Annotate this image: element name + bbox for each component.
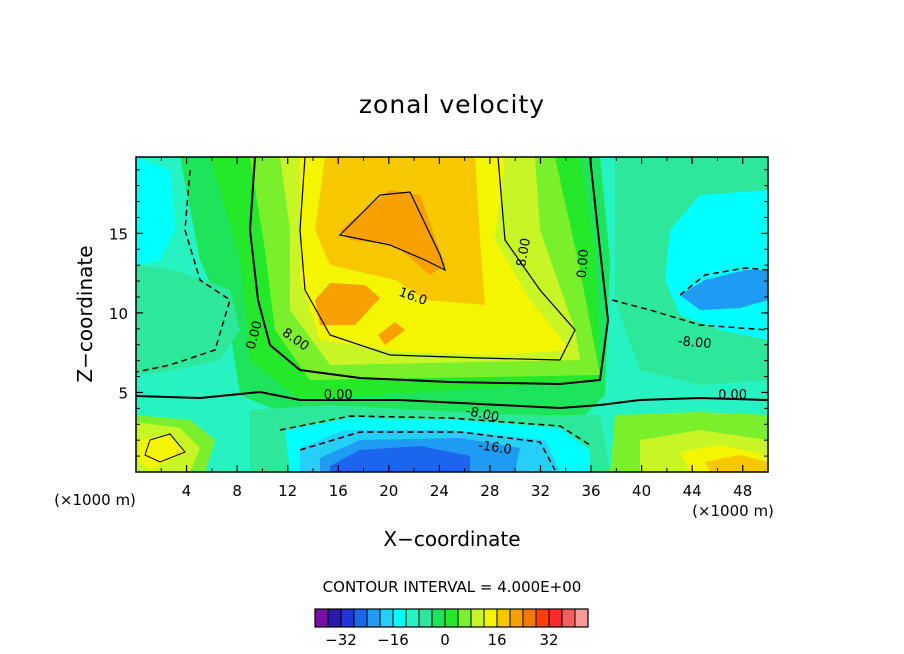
colorbar-tick-label: 0 bbox=[440, 631, 450, 649]
contour-fill-band bbox=[136, 157, 175, 265]
colorbar-swatch bbox=[458, 609, 472, 627]
contour-line bbox=[248, 157, 610, 386]
y-axis-label: Z−coordinate bbox=[73, 245, 97, 382]
colorbar-tick-label: −16 bbox=[377, 631, 409, 649]
colorbar-swatch bbox=[484, 609, 498, 627]
colorbar-swatch bbox=[315, 609, 329, 627]
contour-label: -16.0 bbox=[477, 438, 512, 458]
contour-fill-band bbox=[315, 283, 380, 325]
contour-fill-band bbox=[330, 446, 470, 472]
contour-label: 0.00 bbox=[324, 388, 353, 403]
contour-label: 0.00 bbox=[244, 319, 266, 351]
contour-label: -8.00 bbox=[677, 334, 712, 352]
colorbar-swatch bbox=[523, 609, 537, 627]
x-tick-label: 48 bbox=[733, 482, 752, 500]
colorbar-swatch bbox=[328, 609, 342, 627]
x-axis-label: X−coordinate bbox=[383, 527, 520, 551]
x-unit-label-left: (×1000 m) bbox=[54, 491, 136, 509]
contour-line bbox=[136, 169, 231, 373]
colorbar-swatch bbox=[562, 609, 576, 627]
x-tick-label: 36 bbox=[581, 482, 600, 500]
contour-line bbox=[299, 431, 556, 471]
colorbar-swatch bbox=[367, 609, 381, 627]
contour-line bbox=[299, 157, 576, 361]
y-tick-label: 10 bbox=[109, 305, 128, 323]
contour-label: 8.00 bbox=[514, 237, 534, 268]
plot-frame bbox=[135, 156, 769, 473]
x-unit-label-right: (×1000 m) bbox=[692, 502, 774, 520]
colorbar-swatch bbox=[432, 609, 446, 627]
x-tick-label: 28 bbox=[480, 482, 499, 500]
colorbar-swatch bbox=[393, 609, 407, 627]
colorbar-swatch bbox=[380, 609, 394, 627]
colorbar-tick-label: −32 bbox=[325, 631, 357, 649]
colorbar-swatch bbox=[549, 609, 563, 627]
x-tick-label: 24 bbox=[430, 482, 449, 500]
contour-line bbox=[679, 267, 768, 296]
contour-line bbox=[279, 415, 591, 446]
colorbar-swatch bbox=[497, 609, 511, 627]
contour-line bbox=[136, 390, 768, 410]
colorbar-swatch bbox=[341, 609, 355, 627]
y-tick-label: 15 bbox=[109, 225, 128, 243]
contour-line bbox=[144, 433, 186, 463]
colorbar-swatch bbox=[354, 609, 368, 627]
y-tick-label: 5 bbox=[118, 384, 128, 402]
colorbar-swatch bbox=[406, 609, 420, 627]
x-tick-label: 4 bbox=[182, 482, 192, 500]
x-tick-label: 16 bbox=[329, 482, 348, 500]
colorbar-swatch bbox=[575, 609, 589, 627]
contour-interval-text: CONTOUR INTERVAL = 4.000E+00 bbox=[323, 578, 582, 596]
x-tick-label: 44 bbox=[683, 482, 702, 500]
x-tick-label: 32 bbox=[531, 482, 550, 500]
contour-line bbox=[611, 299, 768, 331]
contour-fill-band bbox=[680, 270, 768, 310]
contour-line bbox=[338, 191, 447, 272]
x-tick-label: 8 bbox=[232, 482, 242, 500]
contour-fill-band bbox=[705, 455, 768, 472]
contour-fill-band bbox=[138, 434, 185, 470]
x-tick-label: 40 bbox=[632, 482, 651, 500]
contour-field bbox=[136, 157, 768, 472]
chart-title: zonal velocity bbox=[359, 90, 545, 119]
contour-label: 0.00 bbox=[718, 388, 747, 403]
colorbar-tick-label: 32 bbox=[539, 631, 558, 649]
colorbar: −32 −16 0 16 32 bbox=[314, 608, 589, 649]
colorbar-frame bbox=[314, 608, 589, 628]
colorbar-swatch bbox=[510, 609, 524, 627]
colorbar-swatch bbox=[419, 609, 433, 627]
colorbar-tick-label: 16 bbox=[487, 631, 506, 649]
contour-fill-band bbox=[136, 265, 240, 375]
colorbar-swatch bbox=[445, 609, 459, 627]
x-tick-label: 12 bbox=[278, 482, 297, 500]
colorbar-swatch bbox=[471, 609, 485, 627]
contour-label: 0.00 bbox=[575, 249, 592, 279]
contour-fill-band bbox=[378, 322, 405, 345]
colorbar-swatch bbox=[536, 609, 550, 627]
x-tick-label: 20 bbox=[379, 482, 398, 500]
contour-label: -8.00 bbox=[464, 404, 500, 426]
